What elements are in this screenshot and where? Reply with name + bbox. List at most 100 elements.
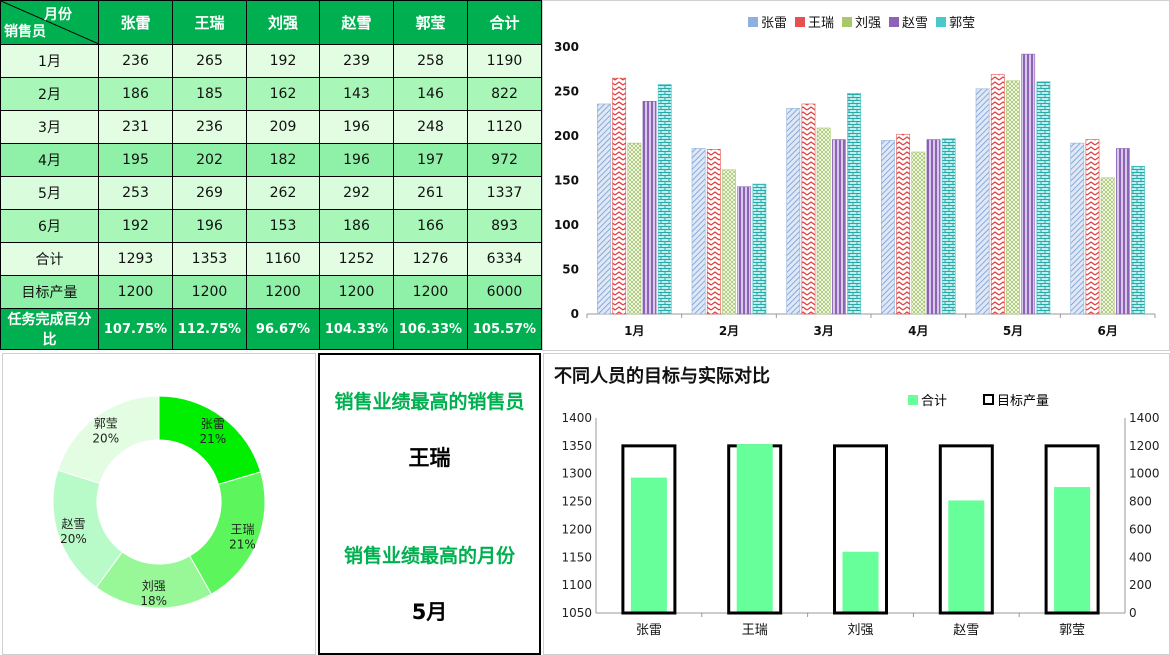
- target-chart-svg: 1050 1100 1150 1200 1250 1300 1350 1400 0 200 400 6…: [561, 411, 1160, 638]
- table-cell: 196: [172, 209, 247, 243]
- table-cell: 258: [393, 44, 468, 78]
- bar: [786, 108, 801, 315]
- table-cell: 202: [172, 143, 247, 177]
- table-row: 4月 195 202 182 196 197 972: [0, 143, 542, 177]
- table-cell: 269: [172, 176, 247, 210]
- legend-label: 赵雪: [902, 16, 929, 31]
- y-left-tick-label: 1150: [561, 550, 592, 564]
- bar: [737, 186, 752, 315]
- table-row: 1月 236 265 192 239 258 1190: [0, 44, 542, 78]
- table-cell: 146: [393, 77, 468, 111]
- table-row: 合计 1293 1353 1160 1252 1276 6334: [0, 242, 542, 276]
- x-tick-label: 6月: [1097, 324, 1117, 338]
- header-salesperson-label: 销售员: [4, 24, 46, 40]
- y-right-tick-label: 1400: [1129, 411, 1160, 425]
- table-cell: 253: [98, 176, 173, 210]
- table-cell: 166: [393, 209, 468, 243]
- legend-item: 刘强: [842, 12, 881, 31]
- y-right-tick-label: 400: [1129, 550, 1152, 564]
- column-header: 赵雪: [319, 0, 394, 45]
- best-seller-title: 销售业绩最高的销售员: [334, 391, 525, 413]
- percent-cell: 106.33%: [393, 308, 468, 350]
- bar: [642, 100, 657, 315]
- table-cell: 236: [172, 110, 247, 144]
- bar: [896, 133, 911, 315]
- row-label: 4月: [0, 143, 99, 177]
- y-tick-label: 300: [554, 40, 579, 54]
- y-left-tick-label: 1100: [561, 578, 592, 592]
- y-right-tick-label: 1000: [1129, 467, 1160, 481]
- table-cell: 197: [393, 143, 468, 177]
- legend-swatch: [908, 394, 918, 405]
- legend-label: 郭莹: [949, 16, 976, 31]
- slice-percent-label: 21%: [229, 538, 256, 552]
- percent-cell: 104.33%: [319, 308, 394, 350]
- legend-label: 刘强: [855, 16, 882, 31]
- legend-label: 目标产量: [997, 394, 1050, 409]
- slice-label: 王瑞: [230, 523, 254, 537]
- target-bar: [621, 444, 677, 615]
- actual-bar: [948, 500, 985, 612]
- x-tick-label: 1月: [624, 324, 644, 338]
- actual-bar: [842, 551, 879, 612]
- table-cell: 1200: [319, 275, 394, 309]
- column-header: 张雷: [98, 0, 173, 45]
- bar: [847, 92, 861, 315]
- monthly-column-chart: 张雷 王瑞 刘强 赵雪 郭莹 0 50 100 150 200 250 300 1月 2月 3月 4月 5月 6…: [542, 0, 1170, 351]
- table-cell: 231: [98, 110, 173, 144]
- best-month-title: 销售业绩最高的月份: [343, 545, 515, 567]
- best-seller-value: 王瑞: [408, 446, 451, 470]
- table-cell: 1190: [467, 44, 542, 78]
- y-right-tick-label: 0: [1129, 606, 1137, 620]
- legend-label: 合计: [921, 394, 948, 409]
- table-cell: 196: [319, 110, 394, 144]
- share-donut-chart: 张雷 21% 王瑞 21% 刘强 18% 赵雪 20% 郭莹 20%: [2, 353, 316, 655]
- y-right-tick-label: 800: [1129, 495, 1152, 509]
- y-left-tick-label: 1400: [561, 411, 592, 425]
- y-left-tick-label: 1250: [561, 495, 592, 509]
- y-right-tick-label: 600: [1129, 522, 1152, 536]
- x-tick-label: 5月: [1003, 324, 1023, 338]
- legend-item: 王瑞: [795, 12, 834, 31]
- table-cell: 236: [98, 44, 173, 78]
- legend-swatch: [983, 394, 995, 405]
- bar: [706, 149, 721, 315]
- x-tick-label: 赵雪: [953, 623, 979, 638]
- table-cell: 196: [319, 143, 394, 177]
- table-cell: 1276: [393, 242, 468, 276]
- row-label: 2月: [0, 77, 99, 111]
- diagonal-line: [1, 1, 99, 44]
- table-cell: 6000: [467, 275, 542, 309]
- bar: [752, 183, 767, 315]
- bar: [816, 127, 831, 315]
- legend-swatch: [889, 16, 900, 27]
- table-cell: 893: [467, 209, 542, 243]
- legend-item-actual: 合计: [908, 390, 947, 409]
- slice-percent-label: 20%: [92, 431, 119, 445]
- table-cell: 265: [172, 44, 247, 78]
- slice-percent-label: 18%: [140, 594, 167, 608]
- chart-legend: 合计 目标产量: [908, 390, 1049, 409]
- row-label: 5月: [0, 176, 99, 210]
- donut-slice: [57, 395, 160, 485]
- column-header: 刘强: [246, 0, 320, 45]
- actual-bar: [736, 444, 773, 612]
- bar: [627, 142, 642, 315]
- percent-cell: 96.67%: [246, 308, 320, 350]
- legend-swatch: [795, 16, 806, 27]
- y-right-tick-label: 1200: [1129, 439, 1160, 453]
- table-row: 2月 186 185 162 143 146 822: [0, 77, 542, 111]
- bar: [831, 139, 846, 315]
- header-month-label: 月份: [44, 7, 72, 23]
- table-cell: 1200: [393, 275, 468, 309]
- y-left-tick-label: 1050: [561, 606, 592, 620]
- diagonal-header-cell: 月份 销售员: [0, 0, 99, 45]
- y-tick-label: 150: [554, 174, 579, 188]
- completion-row: 任务完成百分比 107.75% 112.75% 96.67% 104.33% 106.33…: [0, 308, 542, 350]
- table-cell: 186: [319, 209, 394, 243]
- highlights-box: 销售业绩最高的销售员 王瑞 销售业绩最高的月份 5月: [318, 353, 541, 655]
- table-cell: 209: [246, 110, 320, 144]
- y-tick-label: 0: [571, 307, 579, 321]
- slice-percent-label: 21%: [200, 432, 227, 446]
